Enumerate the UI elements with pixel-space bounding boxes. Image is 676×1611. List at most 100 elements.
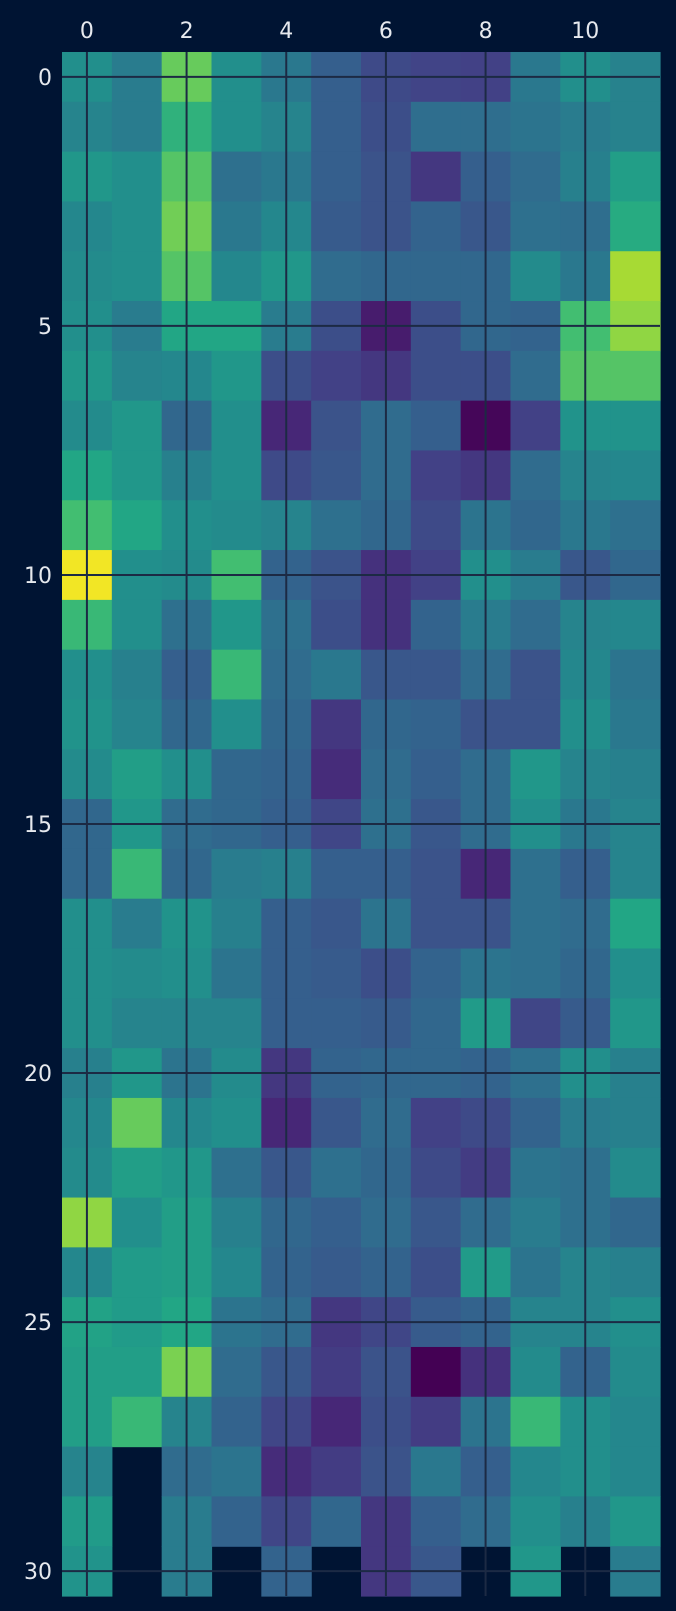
y-tick-label: 5	[38, 315, 52, 340]
heatmap-cell	[510, 500, 561, 551]
heatmap-cell	[311, 1147, 362, 1199]
heatmap-cell	[311, 749, 362, 800]
y-tick-label: 20	[24, 1062, 52, 1087]
heatmap-cell	[610, 1247, 661, 1298]
x-tick-label: 6	[379, 19, 393, 44]
y-tick-label: 0	[38, 66, 52, 91]
heatmap-cell	[111, 1097, 163, 1149]
heatmap-cell	[610, 101, 661, 153]
heatmap-cell	[410, 998, 462, 1049]
heatmap-cell	[610, 251, 661, 302]
heatmap-cell	[211, 749, 262, 800]
heatmap-cell	[610, 998, 661, 1049]
heatmap-cell	[410, 649, 462, 701]
heatmap-cell	[410, 251, 462, 302]
heatmap-cell	[410, 599, 462, 651]
heatmap-cell	[311, 1496, 362, 1547]
heatmap-cell	[311, 450, 362, 501]
heatmap-cell	[311, 251, 362, 302]
heatmap-cell	[311, 101, 362, 153]
heatmap-cell	[111, 749, 163, 800]
heatmap-cell	[610, 350, 661, 402]
heatmap-cell	[510, 749, 561, 800]
heatmap-cell	[610, 1346, 661, 1398]
heatmap-cell	[211, 101, 262, 153]
heatmap-cell	[510, 1147, 561, 1199]
heatmap-cell	[111, 699, 163, 750]
heatmap-cell	[610, 699, 661, 750]
heatmap-cell	[211, 350, 262, 402]
heatmap-cell	[410, 400, 462, 452]
heatmap-cell	[410, 699, 462, 750]
heatmap-cell	[111, 450, 163, 501]
heatmap-cell	[211, 1496, 262, 1547]
heatmap-cell	[510, 1446, 561, 1497]
heatmap-cell	[510, 1097, 561, 1149]
heatmap-cell	[410, 151, 462, 203]
heatmap-cell	[211, 500, 262, 551]
heatmap-cell	[211, 201, 262, 252]
y-tick-label: 30	[24, 1560, 52, 1585]
heatmap-cell	[610, 649, 661, 701]
heatmap-cell	[410, 1097, 462, 1149]
heatmap-cell	[311, 898, 362, 950]
heatmap-cell	[510, 998, 561, 1049]
heatmap-cell	[111, 350, 163, 402]
heatmap-cell	[211, 599, 262, 651]
heatmap-cell	[111, 1346, 163, 1398]
heatmap-cell	[410, 1496, 462, 1547]
heatmap-cell	[111, 1247, 163, 1298]
heatmap-cell	[610, 948, 661, 999]
heatmap-cell	[211, 848, 262, 900]
heatmap-cell	[410, 1197, 462, 1248]
heatmap-cell	[311, 500, 362, 551]
heatmap-cell	[311, 649, 362, 701]
heatmap-cell	[111, 1197, 163, 1248]
heatmap-cell	[610, 1446, 661, 1497]
heatmap-cell	[311, 201, 362, 252]
heatmap-cell	[410, 450, 462, 501]
heatmap-cell	[410, 1396, 462, 1448]
heatmap-cell	[211, 450, 262, 501]
heatmap-cell	[410, 500, 462, 551]
heatmap-cell	[410, 1147, 462, 1199]
heatmap-cell	[410, 848, 462, 900]
heatmap-cell	[410, 101, 462, 153]
heatmap-cell	[111, 599, 163, 651]
heatmap-cell	[311, 350, 362, 402]
heatmap-cell	[311, 1247, 362, 1298]
heatmap-cell	[510, 251, 561, 302]
heatmap-cell	[510, 948, 561, 999]
heatmap-cell	[311, 699, 362, 750]
heatmap-cell	[211, 1097, 262, 1149]
heatmap-cell	[211, 898, 262, 950]
heatmap-cell	[311, 151, 362, 203]
heatmap-cell	[510, 350, 561, 402]
heatmap-cell	[410, 1346, 462, 1398]
heatmap-cell	[111, 500, 163, 551]
heatmap-cell	[311, 1346, 362, 1398]
heatmap-cell	[610, 1496, 661, 1547]
heatmap-cell	[610, 201, 661, 252]
heatmap-cell	[111, 101, 163, 153]
heatmap-cell	[410, 749, 462, 800]
heatmap-cell	[111, 1396, 163, 1448]
heatmap-cell	[211, 1446, 262, 1497]
heatmap-cell	[510, 848, 561, 900]
heatmap-cell	[211, 151, 262, 203]
heatmap-cell	[510, 1197, 561, 1248]
heatmap-cell	[610, 1097, 661, 1149]
heatmap-cell	[211, 1346, 262, 1398]
y-tick-label: 15	[24, 813, 52, 838]
x-tick-label: 0	[80, 19, 94, 44]
heatmap-cell	[111, 151, 163, 203]
heatmap-cell	[510, 201, 561, 252]
heatmap-cell	[111, 1147, 163, 1199]
heatmap-cell	[311, 599, 362, 651]
heatmap-cell	[610, 400, 661, 452]
heatmap-cell	[510, 1346, 561, 1398]
heatmap-cell	[311, 1097, 362, 1149]
heatmap-cell	[510, 1496, 561, 1547]
